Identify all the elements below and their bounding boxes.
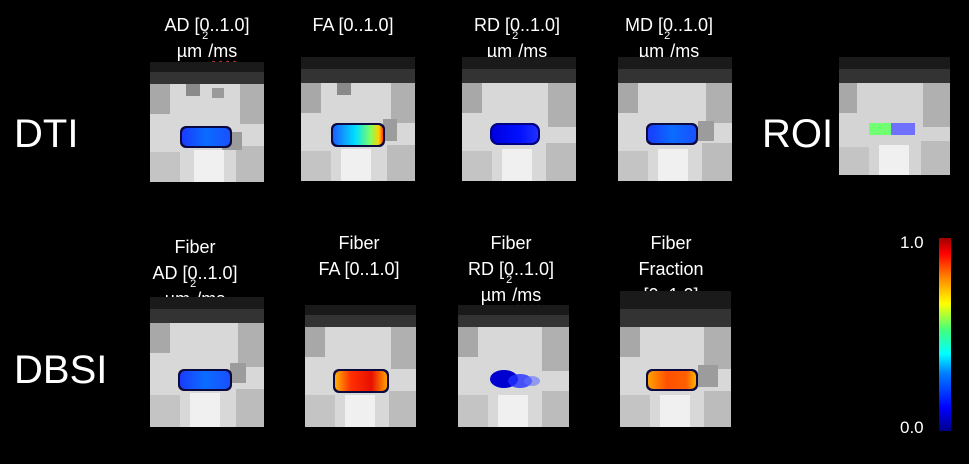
dti-ad-map [150, 62, 264, 182]
caption-dbsi-fa: Fiber FA [0..1.0] [318, 233, 400, 279]
caption-dti-ad: AD [0..1.0] µm2/ms [164, 15, 250, 61]
roi-label: ROI [762, 112, 834, 156]
dbsi-rd-map [458, 305, 569, 427]
caption-dti-md: MD [0..1.0] µm2/ms [624, 15, 714, 61]
caption-dti-rd: RD [0..1.0] µm2/ms [473, 15, 561, 61]
dbsi-fa-map [305, 305, 416, 427]
caption-dbsi-rd: Fiber RD [0..1.0] µm2/ms [467, 233, 555, 305]
colorbar-min-label: 0.0 [900, 418, 924, 437]
colorbar [939, 238, 951, 431]
dti-md-map [618, 57, 732, 181]
roi-map [839, 57, 950, 175]
dti-rd-map [462, 57, 576, 181]
row-label-dbsi: DBSI [14, 348, 108, 392]
dbsi-ff-map [620, 291, 731, 427]
caption-dti-fa: FA [0..1.0] [312, 15, 394, 35]
dbsi-ad-map [150, 297, 264, 427]
colorbar-max-label: 1.0 [900, 233, 924, 252]
dti-fa-map [301, 57, 415, 181]
row-label-dti: DTI [14, 112, 79, 156]
